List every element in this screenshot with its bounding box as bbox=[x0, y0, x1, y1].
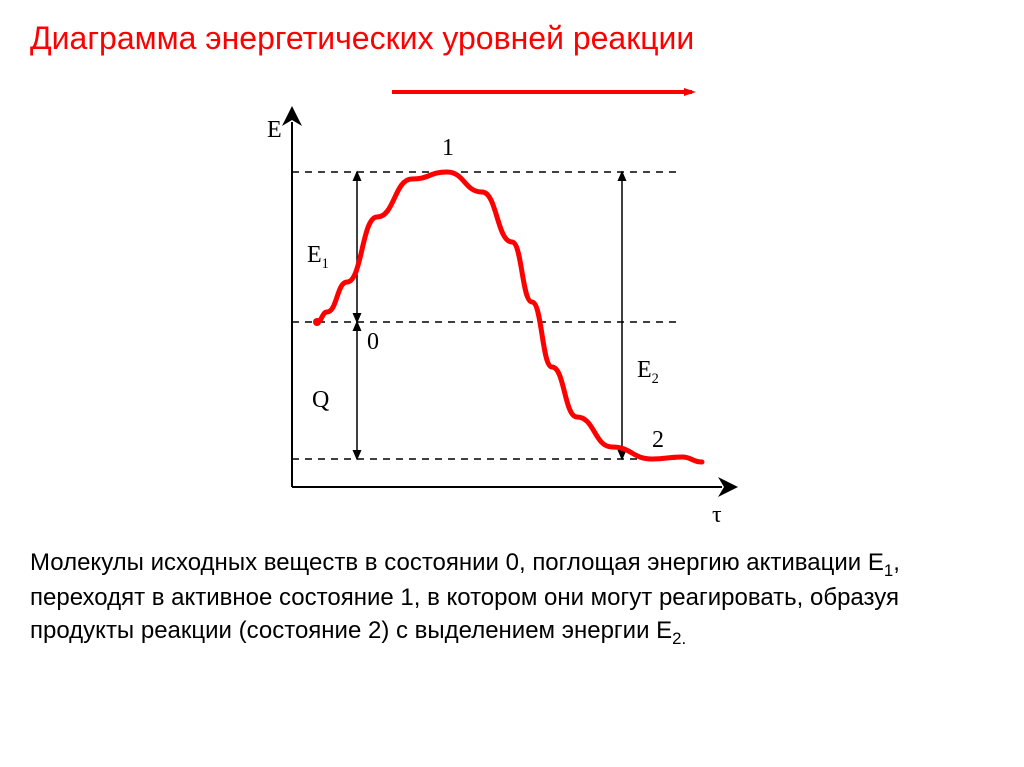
state-2-label: 2 bbox=[652, 427, 664, 453]
q-label: Q bbox=[312, 387, 329, 413]
e1-label: E1 bbox=[307, 242, 329, 272]
state-1-label: 1 bbox=[442, 135, 454, 161]
state-0-label: 0 bbox=[367, 329, 379, 355]
description-text: Молекулы исходных веществ в состоянии 0,… bbox=[30, 547, 994, 650]
y-axis-label: E bbox=[267, 117, 282, 143]
desc-sub-1: 1 bbox=[884, 561, 893, 580]
desc-sub-2: 2. bbox=[672, 629, 686, 648]
desc-part-1: Молекулы исходных веществ в состоянии 0,… bbox=[30, 549, 884, 576]
energy-curve bbox=[317, 172, 702, 462]
e2-label: E2 bbox=[637, 357, 659, 387]
energy-diagram: Eτ 1 0 2 E1 E2 Q bbox=[212, 67, 812, 527]
page-title: Диаграмма энергетических уровней реакции bbox=[30, 20, 994, 57]
chart-svg: Eτ 1 0 2 E1 E2 Q bbox=[212, 67, 772, 527]
x-axis-label: τ bbox=[712, 502, 722, 527]
curve-start-dot bbox=[313, 318, 321, 326]
